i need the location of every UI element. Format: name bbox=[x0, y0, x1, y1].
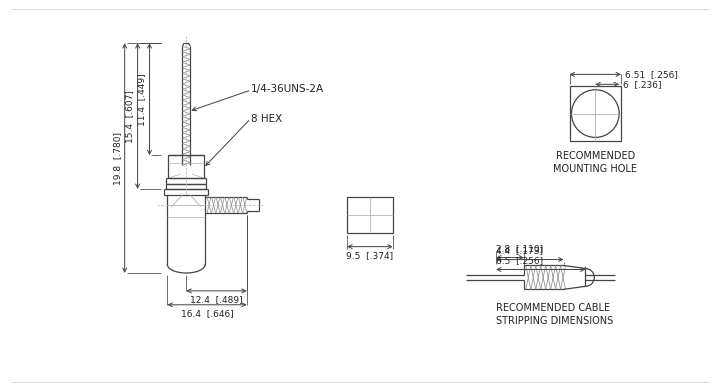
Text: 19.8  [.780]: 19.8 [.780] bbox=[113, 131, 122, 185]
Text: 6  [.236]: 6 [.236] bbox=[623, 80, 662, 89]
Bar bbox=[347, 197, 393, 233]
Text: 4.4  [.173]: 4.4 [.173] bbox=[496, 247, 543, 256]
Text: 12.4  [.489]: 12.4 [.489] bbox=[190, 295, 243, 304]
Text: 1/4-36UNS-2A: 1/4-36UNS-2A bbox=[251, 84, 324, 94]
Text: 6.5  [.256]: 6.5 [.256] bbox=[496, 256, 543, 265]
Text: 11.4  [.449]: 11.4 [.449] bbox=[138, 73, 147, 126]
Text: RECOMMENDED CABLE
STRIPPING DIMENSIONS: RECOMMENDED CABLE STRIPPING DIMENSIONS bbox=[496, 303, 613, 326]
Bar bbox=[570, 86, 621, 141]
Text: RECOMMENDED
MOUNTING HOLE: RECOMMENDED MOUNTING HOLE bbox=[553, 151, 637, 174]
Text: 6.51  [.256]: 6.51 [.256] bbox=[625, 70, 678, 79]
Text: 16.4  [.646]: 16.4 [.646] bbox=[181, 309, 233, 318]
Text: 2.8  [.110]: 2.8 [.110] bbox=[496, 245, 543, 254]
Text: 9.5  [.374]: 9.5 [.374] bbox=[346, 251, 394, 260]
Text: 15.4  [.607]: 15.4 [.607] bbox=[125, 90, 135, 142]
Text: 8 HEX: 8 HEX bbox=[251, 113, 282, 124]
